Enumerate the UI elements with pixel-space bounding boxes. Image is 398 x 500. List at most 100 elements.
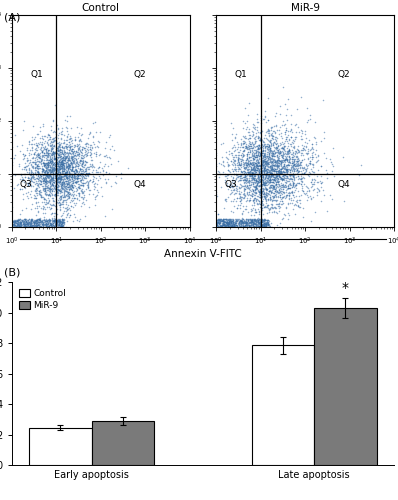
Point [56, 173, 62, 181]
Point [268, 194, 275, 202]
Point [232, 188, 238, 196]
Point [218, 222, 224, 230]
Point [68, 158, 74, 166]
Point [54, 218, 60, 226]
Point [300, 187, 306, 195]
Point [247, 166, 253, 174]
Point [51, 191, 58, 199]
Point [50, 181, 56, 189]
Point [220, 221, 227, 229]
Point [235, 162, 242, 170]
Point [229, 144, 235, 152]
Point [90, 177, 96, 185]
Point [64, 192, 70, 200]
Point [33, 194, 39, 202]
Point [21, 159, 28, 167]
Point [30, 172, 36, 179]
Point [76, 184, 82, 192]
Point [67, 156, 74, 164]
Point [39, 164, 45, 172]
Point [43, 175, 49, 183]
Point [40, 166, 47, 173]
Text: (A): (A) [4, 12, 20, 22]
Point [261, 170, 267, 178]
Point [309, 176, 315, 184]
Point [305, 145, 312, 153]
Point [269, 186, 275, 194]
Point [259, 166, 265, 174]
Point [49, 156, 55, 164]
Point [277, 181, 284, 189]
Point [62, 150, 68, 158]
Point [257, 186, 263, 194]
Point [78, 154, 84, 162]
Point [58, 175, 64, 183]
Point [245, 143, 251, 151]
Point [232, 151, 239, 159]
Point [272, 167, 278, 175]
Point [269, 171, 275, 179]
Point [49, 142, 56, 150]
Point [76, 166, 83, 173]
Point [299, 174, 305, 182]
Point [243, 216, 250, 224]
Point [67, 150, 73, 158]
Point [82, 174, 88, 182]
Point [17, 219, 23, 227]
Point [286, 172, 292, 179]
Point [51, 209, 57, 217]
Point [41, 220, 47, 228]
Point [52, 220, 58, 228]
Point [61, 156, 67, 164]
Point [255, 187, 261, 195]
Point [258, 177, 264, 185]
Point [250, 152, 256, 160]
Point [271, 162, 277, 170]
Point [63, 171, 69, 179]
Point [40, 171, 47, 179]
Point [251, 162, 257, 170]
Point [64, 162, 70, 170]
Point [248, 220, 254, 228]
Point [261, 153, 267, 161]
Point [18, 218, 24, 226]
Point [73, 156, 79, 164]
Point [314, 178, 320, 186]
Point [226, 219, 232, 227]
Point [80, 158, 86, 166]
Point [271, 166, 277, 174]
Point [228, 222, 235, 230]
Point [52, 192, 59, 200]
Point [258, 191, 264, 199]
Point [57, 164, 64, 172]
Point [47, 160, 53, 168]
Point [28, 182, 34, 190]
Point [35, 187, 42, 195]
Point [258, 162, 264, 170]
Point [23, 156, 30, 164]
Point [57, 163, 63, 171]
Point [244, 194, 250, 202]
Point [258, 220, 264, 228]
Point [224, 172, 230, 179]
Point [39, 148, 45, 156]
Point [243, 162, 250, 170]
Point [218, 222, 224, 230]
Point [260, 160, 266, 168]
Point [314, 172, 321, 180]
Point [62, 168, 68, 176]
Point [239, 155, 245, 163]
Point [224, 155, 231, 163]
Point [24, 220, 30, 228]
Point [51, 222, 58, 230]
Point [251, 178, 257, 186]
Point [256, 219, 263, 227]
Point [43, 172, 50, 179]
Point [253, 196, 259, 203]
Point [43, 220, 50, 228]
Point [243, 143, 250, 151]
Point [243, 176, 249, 184]
Point [252, 185, 258, 193]
Point [280, 164, 287, 172]
Point [255, 200, 261, 208]
